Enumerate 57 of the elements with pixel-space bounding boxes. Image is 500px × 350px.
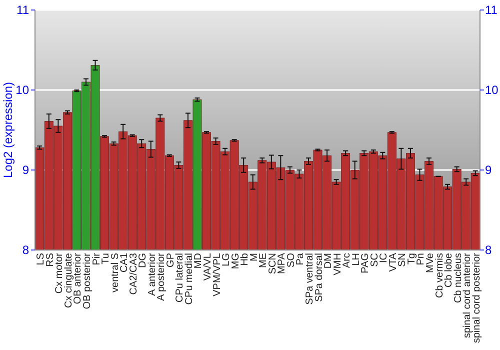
x-tick-label: RS <box>44 252 56 267</box>
x-tick-label: Pir <box>91 252 102 266</box>
x-tick-label: VA/VL <box>202 252 214 281</box>
x-tick-label: ME <box>258 252 270 268</box>
x-tick-label: SO <box>286 252 297 268</box>
x-tick-label: MVe <box>425 252 436 274</box>
x-tick-label: CA2/CA3 <box>128 252 140 295</box>
y-tick-label: 11 <box>16 3 30 18</box>
x-tick-label: SPa dorsal <box>314 253 325 302</box>
y-tick-label: 10 <box>16 83 30 98</box>
x-tick-label: SCN <box>267 253 278 274</box>
x-tick-label: DG <box>138 252 149 268</box>
x-tick-label: A posterior <box>156 252 168 301</box>
x-tick-label: spinal cord anterior <box>462 252 474 338</box>
x-tick-label: LG <box>221 252 232 266</box>
x-tick-label: PAG <box>360 252 372 274</box>
x-tick-label: LH <box>350 253 362 266</box>
x-tick-label: GP <box>165 252 176 268</box>
y-axis-title: Log2 (expression) <box>1 82 15 178</box>
x-tick-label: Cb lobe <box>444 252 455 288</box>
y2-tick-label: 10 <box>485 83 499 98</box>
y2-tick-label: 9 <box>485 163 492 178</box>
x-tick-label: VTA <box>388 252 399 272</box>
x-tick-label: Tu <box>100 253 112 264</box>
x-tick-label: SC <box>369 253 380 267</box>
x-tick-label: Pa <box>295 252 306 266</box>
x-tick-label: Cb vermis <box>434 253 446 298</box>
x-tick-label: VMH <box>332 253 344 276</box>
x-tick-label: ventral S <box>110 252 121 292</box>
x-tick-label: SN <box>397 253 408 267</box>
x-tick-label: Cb nucleus <box>452 253 464 304</box>
x-tick-label: Pn <box>416 253 427 266</box>
x-tick-label: CA1 <box>119 252 130 272</box>
x-tick-label: SPa ventral <box>304 253 316 305</box>
x-tick-label: A anterior <box>146 252 158 296</box>
x-tick-label: Tg <box>406 253 418 265</box>
y-tick-label: 8 <box>22 243 30 258</box>
x-tick-label: IC <box>378 253 390 263</box>
x-tick-label: LS <box>36 252 47 266</box>
x-tick-label: Arc <box>342 253 353 268</box>
x-tick-label: DM <box>323 253 334 269</box>
x-tick-label: MG <box>230 252 242 270</box>
x-tick-label: CPu lateral <box>174 253 186 302</box>
x-tick-label: OB posterior <box>82 252 93 310</box>
x-tick-label: M <box>248 253 260 262</box>
x-tick-label: Hb <box>240 252 251 266</box>
y2-tick-label: 8 <box>485 243 492 258</box>
x-tick-label: CPu medial <box>184 253 195 305</box>
y-tick-label: 9 <box>22 163 30 178</box>
x-tick-label: spinal cord posterior <box>471 252 482 344</box>
x-tick-label: Cx motor <box>54 252 66 294</box>
x-tick-label: MD <box>193 253 204 269</box>
x-tick-label: OB anterior <box>72 252 84 304</box>
y2-tick-label: 11 <box>485 3 498 18</box>
x-tick-label: Cx cingulate <box>63 252 74 308</box>
x-tick-label: VPM/VPL <box>212 252 223 296</box>
x-tick-label: MPA <box>276 252 288 274</box>
